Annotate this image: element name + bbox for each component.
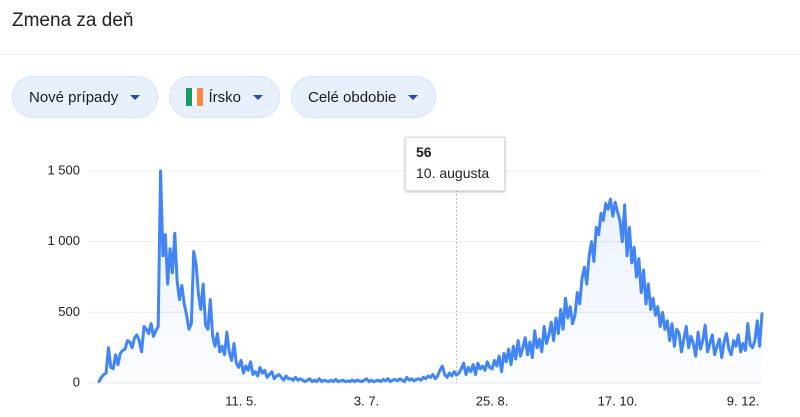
metric-dropdown[interactable]: Nové prípady xyxy=(12,76,158,118)
caret xyxy=(408,94,419,100)
x-tick-label: 9. 12. xyxy=(727,393,760,408)
period-dropdown[interactable]: Celé obdobie xyxy=(291,76,436,118)
country-dropdown[interactable]: Írsko xyxy=(169,76,280,118)
flag-ireland xyxy=(186,88,203,106)
dropdown-label: Celé obdobie xyxy=(308,88,397,106)
tooltip-value: 56 xyxy=(416,144,432,160)
caret xyxy=(253,94,263,100)
x-tick-label: 25. 8. xyxy=(476,393,509,408)
y-tick-label: 1 000 xyxy=(47,233,80,248)
area xyxy=(99,171,762,383)
x-tick-label: 17. 10. xyxy=(598,393,638,408)
caret xyxy=(130,94,141,100)
tooltip: 56 10. augusta xyxy=(405,137,505,191)
x-tick-label: 3. 7. xyxy=(354,393,379,408)
y-tick-label: 0 xyxy=(73,374,80,389)
y-tick-label: 1 500 xyxy=(47,162,80,177)
dropdown-label: Nové prípady xyxy=(29,88,119,106)
line xyxy=(97,169,764,384)
tooltip-date: 10. augusta xyxy=(416,165,490,181)
title: Zmena za deň xyxy=(12,10,134,31)
dropdown-label: Írsko xyxy=(208,88,241,106)
y-tick-label: 500 xyxy=(58,304,80,319)
x-tick-label: 11. 5. xyxy=(225,393,257,408)
separator xyxy=(0,54,800,55)
